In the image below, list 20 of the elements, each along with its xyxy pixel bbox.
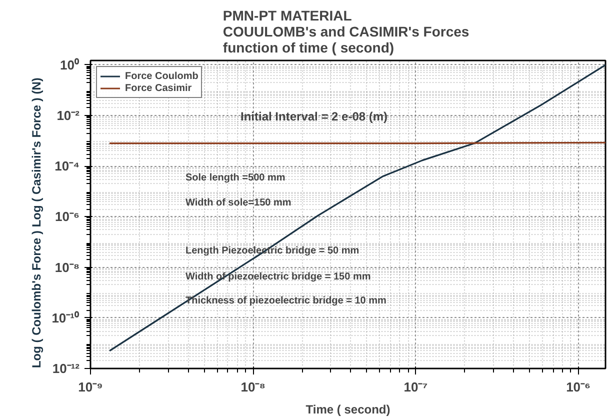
x-axis-title: Time ( second) <box>306 402 390 416</box>
annotation: Sole length =500 mm <box>186 172 286 184</box>
y-tick-label: 10⁻⁶ <box>55 209 80 224</box>
y-tick-label: 10⁻² <box>56 108 80 124</box>
y-tick-label: 10⁻⁸ <box>54 260 80 275</box>
y-tick-label: 10⁻¹² <box>52 361 80 376</box>
x-tick-label: 10⁻⁶ <box>566 380 591 394</box>
y-axis-title: Log ( Coulomb's Force ) Log ( Casimir's Force ) (N) <box>30 78 44 368</box>
annotation: Thickness of piezoelectric bridge = 10 mm <box>186 296 387 306</box>
x-tick-label: 10⁻⁹ <box>78 380 103 394</box>
annotation: Width of sole=150 mm <box>186 198 292 208</box>
y-tick-label: 10⁰ <box>60 57 80 72</box>
legend-label: Force Casimir <box>125 82 192 94</box>
x-tick-label: 10⁻⁸ <box>240 380 266 394</box>
y-tick-label: 10⁻¹⁰ <box>52 310 80 326</box>
annotation: Initial Interval = 2 e-08 (m) <box>240 110 388 124</box>
legend-label: Force Coulomb <box>125 70 198 82</box>
chart-title: PMN-PT MATERIAL COUULOMB's and CASIMIR's Forces function of time ( second) <box>222 8 470 56</box>
x-tick-label: 10⁻⁷ <box>404 380 428 394</box>
y-tick-label: 10⁻⁴ <box>54 158 80 174</box>
